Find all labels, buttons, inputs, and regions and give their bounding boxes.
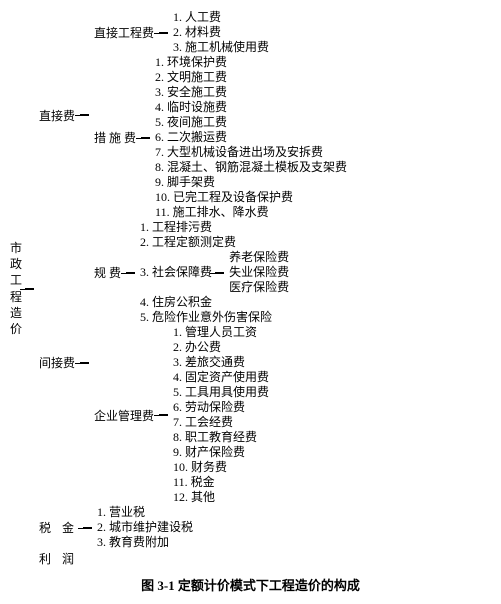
- list-item: 2. 办公费: [171, 340, 269, 355]
- list-item: 10. 已完工程及设备保护费: [153, 190, 347, 205]
- node-tax: 税 金 1. 营业税 2. 城市维护建设税 3. 教育费附加: [37, 505, 347, 550]
- node-gauge-fee: 规 费 1. 工程排污费 2. 工程定额测定费 3. 社会保障费 养老保险费 失…: [92, 220, 289, 325]
- list-item: 1. 人工费: [171, 10, 269, 25]
- list-direct-eng: 1. 人工费 2. 材料费 3. 施工机械使用费: [171, 10, 269, 55]
- list-item: 11. 税金: [171, 475, 269, 490]
- label-social: 3. 社会保障费: [138, 265, 212, 280]
- list-item: 5. 危险作业意外伤害保险: [138, 310, 289, 325]
- list-item: 7. 大型机械设备进出场及安拆费: [153, 145, 347, 160]
- list-gauge: 1. 工程排污费 2. 工程定额测定费 3. 社会保障费 养老保险费 失业保险费…: [138, 220, 289, 325]
- list-item: 医疗保险费: [227, 280, 289, 295]
- label-direct-eng-fee: 直接工程费: [92, 24, 156, 41]
- list-item: 12. 其他: [171, 490, 269, 505]
- list-item: 5. 夜间施工费: [153, 115, 347, 130]
- list-enterprise: 1. 管理人员工资 2. 办公费 3. 差旅交通费 4. 固定资产使用费 5. …: [171, 325, 269, 505]
- label-indirect-fee: 间接费: [37, 354, 77, 371]
- list-item: 1. 管理人员工资: [171, 325, 269, 340]
- list-item: 4. 固定资产使用费: [171, 370, 269, 385]
- bracket-icon: [159, 32, 168, 34]
- list-item: 1. 工程排污费: [138, 220, 289, 235]
- bracket-icon: [80, 114, 89, 116]
- tree-root: 市 政 工 程 造 价 直接费 直接工程费 1. 人工费 2. 材料费 3. 施…: [10, 10, 491, 567]
- list-item: 1. 营业税: [95, 505, 193, 520]
- bracket-icon: [83, 527, 92, 529]
- list-item: 3. 安全施工费: [153, 85, 347, 100]
- node-direct-fee: 直接费 直接工程费 1. 人工费 2. 材料费 3. 施工机械使用费 措 施 费: [37, 10, 347, 220]
- list-item: 养老保险费: [227, 250, 289, 265]
- list-item: 1. 环境保护费: [153, 55, 347, 70]
- bracket-icon: [141, 137, 150, 139]
- list-measure: 1. 环境保护费 2. 文明施工费 3. 安全施工费 4. 临时设施费 5. 夜…: [153, 55, 347, 220]
- list-social: 养老保险费 失业保险费 医疗保险费: [227, 250, 289, 295]
- node-social: 3. 社会保障费 养老保险费 失业保险费 医疗保险费: [138, 250, 289, 295]
- bracket-icon: [80, 362, 89, 364]
- list-item: 9. 脚手架费: [153, 175, 347, 190]
- list-item: 2. 城市维护建设税: [95, 520, 193, 535]
- list-item: 4. 住房公积金: [138, 295, 289, 310]
- list-item: 6. 劳动保险费: [171, 400, 269, 415]
- figure-caption: 图 3-1 定额计价模式下工程造价的构成: [10, 575, 491, 594]
- label-direct-fee: 直接费: [37, 107, 77, 124]
- list-item: 4. 临时设施费: [153, 100, 347, 115]
- node-indirect-fee: 间接费 规 费 1. 工程排污费 2. 工程定额测定费 3. 社会保障费 养老保…: [37, 220, 347, 505]
- list-item: 2. 文明施工费: [153, 70, 347, 85]
- list-item: 3. 施工机械使用费: [171, 40, 269, 55]
- bracket-icon: [126, 272, 135, 274]
- bracket-icon: [215, 272, 224, 274]
- list-item: 8. 职工教育经费: [171, 430, 269, 445]
- label-profit: 利 润: [37, 550, 80, 567]
- list-item: 3. 教育费附加: [95, 535, 193, 550]
- bracket-icon: [159, 414, 168, 416]
- list-item: 10. 财务费: [171, 460, 269, 475]
- node-measure-fee: 措 施 费 1. 环境保护费 2. 文明施工费 3. 安全施工费 4. 临时设施…: [92, 55, 347, 220]
- list-item: 2. 工程定额测定费: [138, 235, 289, 250]
- label-enterprise-fee: 企业管理费: [92, 407, 156, 424]
- list-item: 7. 工会经费: [171, 415, 269, 430]
- list-item: 5. 工具用具使用费: [171, 385, 269, 400]
- list-tax: 1. 营业税 2. 城市维护建设税 3. 教育费附加: [95, 505, 193, 550]
- list-item: 6. 二次搬运费: [153, 130, 347, 145]
- label-gauge-fee: 规 费: [92, 264, 123, 281]
- node-profit: 利 润: [37, 550, 347, 567]
- label-tax: 税 金: [37, 519, 80, 536]
- list-item: 8. 混凝土、钢筋混凝土模板及支架费: [153, 160, 347, 175]
- list-item: 2. 材料费: [171, 25, 269, 40]
- list-item: 11. 施工排水、降水费: [153, 205, 347, 220]
- list-item: 3. 差旅交通费: [171, 355, 269, 370]
- list-item: 失业保险费: [227, 265, 289, 280]
- label-measure-fee: 措 施 费: [92, 129, 138, 146]
- bracket-icon: [25, 288, 34, 290]
- list-item: 9. 财产保险费: [171, 445, 269, 460]
- node-enterprise-fee: 企业管理费 1. 管理人员工资 2. 办公费 3. 差旅交通费 4. 固定资产使…: [92, 325, 289, 505]
- node-direct-eng-fee: 直接工程费 1. 人工费 2. 材料费 3. 施工机械使用费: [92, 10, 347, 55]
